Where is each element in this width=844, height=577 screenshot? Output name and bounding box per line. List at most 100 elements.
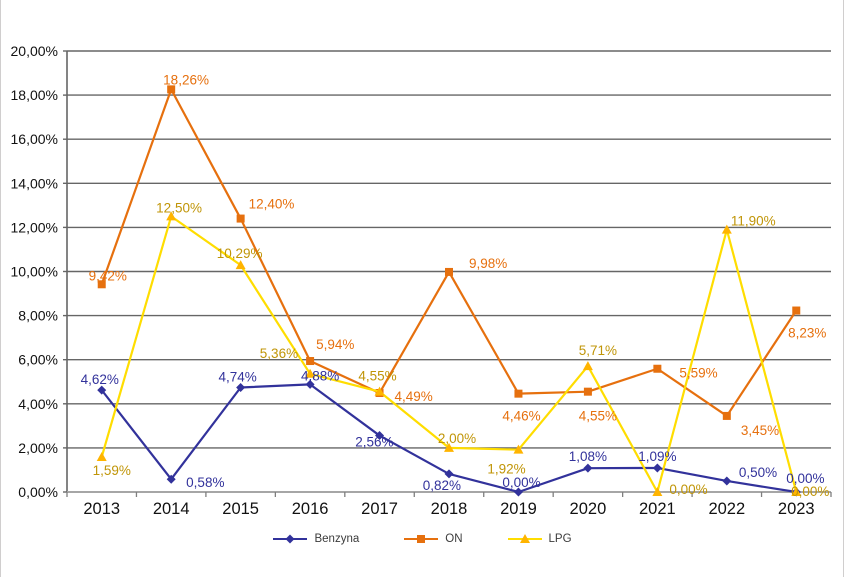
y-axis-tick-label: 6,00% <box>18 352 58 368</box>
data-label-benzyna: 0,00% <box>502 475 540 490</box>
data-label-on: 9,42% <box>89 268 127 283</box>
x-axis-category-label: 2023 <box>778 500 815 518</box>
data-label-lpg: 2,00% <box>438 431 476 446</box>
square-marker-icon <box>417 535 426 543</box>
diamond-marker-icon <box>285 534 295 544</box>
y-axis-tick-label: 14,00% <box>11 175 58 191</box>
data-label-on: 5,94% <box>316 337 354 352</box>
legend-item-on: ON <box>403 533 463 545</box>
y-axis-tick-label: 8,00% <box>18 308 58 324</box>
legend-label-on: ON <box>445 533 463 545</box>
diamond-marker-icon <box>583 463 593 473</box>
diamond-marker-icon <box>444 469 454 479</box>
legend-item-benzyna: Benzyna <box>272 533 359 545</box>
diamond-marker-icon <box>97 385 107 395</box>
data-label-lpg: 11,90% <box>731 214 776 229</box>
data-label-lpg: 5,71% <box>579 343 617 358</box>
square-marker-icon <box>167 85 176 94</box>
data-label-on: 3,45% <box>741 423 779 438</box>
data-label-on: 4,55% <box>579 409 617 424</box>
x-axis-category-label: 2014 <box>153 500 190 518</box>
triangle-marker-icon <box>166 211 177 221</box>
x-axis-category-label: 2017 <box>361 500 398 518</box>
data-label-on: 8,23% <box>788 326 826 341</box>
square-marker-icon <box>653 364 662 373</box>
legend-item-lpg: LPG <box>507 533 572 545</box>
data-label-benzyna: 0,00% <box>786 471 824 486</box>
triangle-marker-icon <box>96 451 107 461</box>
y-axis-tick-label: 12,00% <box>11 219 58 235</box>
data-label-lpg: 1,92% <box>487 462 525 477</box>
triangle-marker-icon <box>235 260 246 270</box>
data-label-on: 4,49% <box>395 389 433 404</box>
x-axis-category-label: 2021 <box>639 500 676 518</box>
data-label-on: 12,40% <box>249 197 295 212</box>
data-label-benzyna: 1,09% <box>638 449 676 464</box>
data-label-on: 9,98% <box>469 256 507 271</box>
x-axis-category-label: 2018 <box>431 500 468 518</box>
data-label-lpg: 0,00% <box>669 482 707 497</box>
data-label-lpg: 0,00% <box>791 484 829 499</box>
triangle-marker-icon <box>305 368 316 378</box>
diamond-marker-icon <box>236 382 246 392</box>
triangle-marker-icon <box>374 386 385 396</box>
data-label-benzyna: 4,62% <box>81 372 119 387</box>
data-label-on: 5,59% <box>679 366 717 381</box>
data-label-lpg: 5,36% <box>260 346 298 361</box>
x-axis-category-label: 2016 <box>292 500 329 518</box>
triangle-marker-icon <box>513 444 524 454</box>
data-label-benzyna: 0,58% <box>186 475 224 490</box>
on-line-marker-icon <box>404 535 439 543</box>
data-label-on: 18,26% <box>163 72 209 87</box>
x-axis-category-label: 2022 <box>708 500 745 518</box>
data-label-lpg: 4,55% <box>358 369 396 384</box>
y-axis-tick-label: 4,00% <box>18 396 58 412</box>
square-marker-icon <box>792 306 801 315</box>
legend-label-benzyna: Benzyna <box>314 533 360 545</box>
triangle-marker-icon <box>791 487 802 496</box>
diamond-marker-icon <box>375 431 385 441</box>
diamond-marker-icon <box>305 379 315 389</box>
benzyna-line-marker-icon <box>273 534 308 544</box>
square-marker-icon <box>722 411 731 420</box>
y-axis-tick-label: 20,00% <box>11 43 58 59</box>
triangle-marker-icon <box>444 442 454 452</box>
x-axis-category-label: 2020 <box>570 500 607 518</box>
square-marker-icon <box>306 357 315 366</box>
square-marker-icon <box>583 387 592 396</box>
square-marker-icon <box>97 280 106 289</box>
lpg-line-marker-icon <box>507 534 542 543</box>
data-label-benzyna: 2,56% <box>355 435 393 450</box>
data-label-benzyna: 1,08% <box>569 449 607 464</box>
diamond-marker-icon <box>166 474 176 484</box>
diamond-marker-icon <box>722 476 732 486</box>
y-axis-tick-label: 18,00% <box>11 87 58 103</box>
x-axis-category-label: 2015 <box>222 500 259 518</box>
y-axis-tick-label: 10,00% <box>11 264 58 280</box>
legend-label-lpg: LPG <box>548 533 572 545</box>
triangle-marker-icon <box>582 361 593 371</box>
data-label-benzyna: 4,74% <box>218 369 256 384</box>
data-label-lpg: 12,50% <box>156 200 202 215</box>
triangle-marker-icon <box>721 224 732 234</box>
square-marker-icon <box>514 389 523 398</box>
y-axis-tick-label: 2,00% <box>18 440 58 456</box>
square-marker-icon <box>445 267 453 276</box>
square-marker-icon <box>236 214 245 223</box>
chart-legend: Benzyna ON LPG <box>1 533 843 545</box>
y-axis-tick-label: 0,00% <box>18 484 58 500</box>
x-axis-category-label: 2013 <box>83 500 120 518</box>
triangle-marker-icon <box>519 534 530 543</box>
diamond-marker-icon <box>513 487 523 497</box>
data-label-lpg: 1,59% <box>93 463 131 478</box>
data-label-benzyna: 0,82% <box>423 478 461 493</box>
diamond-marker-icon <box>652 463 662 473</box>
data-label-benzyna: 4,88% <box>301 368 339 383</box>
x-axis-category-label: 2019 <box>500 500 537 518</box>
y-axis-tick-label: 16,00% <box>11 131 58 147</box>
triangle-marker-icon <box>652 487 663 496</box>
data-label-benzyna: 0,50% <box>739 465 777 480</box>
data-label-lpg: 10,29% <box>217 246 263 261</box>
